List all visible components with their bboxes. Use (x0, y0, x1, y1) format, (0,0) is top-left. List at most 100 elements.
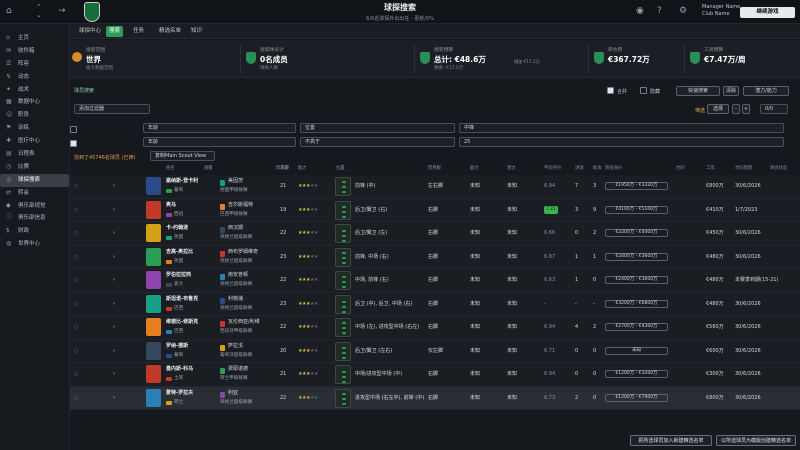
player-name[interactable]: 吉高-奥拉比 (166, 248, 194, 255)
transfer-value-box[interactable]: €2700万 - €4300万 (605, 323, 668, 331)
transfer-value-box[interactable]: €1200万 - €3200万 (605, 370, 668, 378)
row-select-radio[interactable]: ○ (74, 300, 79, 307)
club-crest[interactable] (84, 2, 100, 22)
row-select-radio[interactable]: ○ (74, 206, 79, 213)
sidebar-item[interactable]: ◎ 球探搜索 (0, 173, 69, 187)
notification-icon[interactable]: ◉ (636, 6, 644, 16)
sidebar-item[interactable]: ✉ 收件箱 (0, 45, 69, 58)
row-select-radio[interactable]: ○ (74, 371, 79, 377)
create-shortlist-button[interactable]: 以所选球员为模版创建精选名单 (716, 435, 796, 446)
column-header[interactable]: 能力 (470, 166, 479, 171)
expand-chevron-icon[interactable]: › (113, 277, 115, 283)
column-header[interactable]: 转会状态 (770, 166, 788, 171)
tab[interactable]: 精选名单 (159, 28, 182, 34)
column-header[interactable]: 转会身价 (605, 166, 623, 171)
column-header[interactable]: 平均评分 (544, 166, 562, 171)
table-row[interactable]: ○ › 罗伯拉拉西 意大 南安普顿 英格兰超级联赛 22 ★★★★★ 中场, 前锋 (右) 右脚 未… (70, 269, 800, 293)
column-header[interactable]: 姓名 (166, 166, 175, 171)
position-filter[interactable]: 位置 (300, 123, 455, 133)
club-name[interactable]: 瓦伦西亚/利维 (228, 319, 260, 325)
table-row[interactable]: ○ › 维德比-修斯克 巴西 瓦伦西亚/利维 西班牙甲级联赛 22 ★★★★★ 中场 (左), … (70, 316, 800, 340)
club-name[interactable]: 费耶诺德 (228, 366, 249, 372)
sidebar-item[interactable]: ☺ 职员 (0, 109, 69, 122)
row-select-radio[interactable]: ○ (74, 253, 79, 260)
column-header[interactable]: 俱乐部 (276, 166, 289, 171)
reset-button[interactable]: 清除 (723, 86, 739, 96)
tab[interactable]: 球探中心 (79, 28, 102, 34)
transfer-value-box[interactable]: €3200万 - €6800万 (605, 299, 668, 308)
sidebar-item[interactable]: ◍ 世界中心 (0, 238, 69, 251)
exclude-checkbox[interactable] (640, 87, 647, 94)
column-header[interactable]: 能力 (298, 166, 307, 171)
expand-chevron-icon[interactable]: › (113, 324, 115, 330)
player-name[interactable]: 蒙特-罗拉夫 (166, 389, 194, 396)
transfer-value-box[interactable]: 未知 (605, 346, 668, 355)
player-name[interactable]: 维德比-修斯克 (166, 319, 199, 325)
column-header[interactable]: 工资 (706, 166, 715, 171)
quick-search-button[interactable]: 快速搜索 (676, 86, 720, 96)
add-filter-dropdown[interactable]: 添加过滤器 (74, 104, 150, 114)
row-select-radio[interactable]: ○ (74, 394, 79, 401)
sidebar-item[interactable]: ▦ 数据中心 (0, 96, 69, 109)
ability-dropdown[interactable]: 潜力/能力 (743, 86, 789, 96)
column-header[interactable]: 合同 (676, 166, 685, 171)
chevron-up-icon[interactable]: ⌃ (36, 3, 42, 11)
expand-chevron-icon[interactable]: › (113, 347, 115, 354)
sidebar-item[interactable]: ✦ 战术 (0, 84, 69, 97)
page-next-button[interactable]: + (742, 104, 750, 114)
page-dropdown[interactable]: 0/0 (760, 104, 788, 114)
player-name[interactable]: 卡-约翰逊 (166, 225, 189, 231)
position-value-field[interactable]: 中锋 (459, 123, 784, 133)
filter-row2-checkbox[interactable] (70, 140, 77, 147)
transfer-value-box[interactable]: €4100万 - €5100万 (605, 205, 668, 214)
select-button[interactable]: 选择 (707, 104, 729, 114)
player-name[interactable]: 罗伯拉拉西 (166, 272, 192, 278)
player-name[interactable]: 曼内斯-科马 (166, 366, 194, 372)
column-header[interactable]: 国籍 (204, 166, 213, 171)
settings-gear-icon[interactable]: ⚙ (679, 6, 688, 16)
age-filter[interactable]: 年龄 (143, 123, 296, 133)
tab[interactable]: 知识 (191, 28, 203, 34)
player-name[interactable]: 奥马 (166, 201, 177, 208)
club-name[interactable]: 利亚 (228, 389, 239, 396)
player-name[interactable]: 罗纳-德斯 (166, 342, 189, 349)
row-select-radio[interactable]: ○ (74, 347, 79, 354)
expand-chevron-icon[interactable]: › (113, 371, 115, 377)
continue-button[interactable]: 继续游戏 (740, 7, 795, 18)
include-checkbox[interactable] (607, 87, 614, 94)
table-row[interactable]: ○ › 吉高-奥拉比 英国 西布罗姆维奇 英格兰超级联赛 23 ★★★★★ 前锋, 中场 (右)… (70, 245, 800, 269)
row-select-radio[interactable]: ○ (74, 230, 79, 236)
column-header[interactable]: 助攻 (593, 166, 602, 171)
column-header[interactable]: 位置 (336, 166, 345, 171)
sidebar-item[interactable]: ◷ 比赛 (0, 161, 69, 174)
expand-chevron-icon[interactable]: › (113, 206, 115, 213)
sidebar-item[interactable]: ↯ 动态 (0, 71, 69, 84)
sidebar-item[interactable]: ▤ 日程表 (0, 148, 69, 161)
filter-row-checkbox[interactable] (70, 126, 77, 133)
sidebar-item[interactable]: ✚ 医疗中心 (0, 135, 69, 148)
club-name[interactable]: 萨拉戈 (228, 342, 244, 349)
chevron-down-icon[interactable]: ⌄ (36, 11, 42, 19)
row-select-radio[interactable]: ○ (74, 183, 79, 189)
table-row[interactable]: ○ › 卡-约翰逊 英国 西汉姆 英格兰超级联赛 22 ★★★★★ 后卫/翼卫 (左) 右脚 未知 未… (70, 222, 800, 246)
club-name[interactable]: 利物浦 (228, 295, 244, 302)
player-name[interactable]: 塞纳斯-登卡利 (166, 178, 199, 184)
table-row[interactable]: ○ › 罗纳-德斯 葡萄 萨拉戈 葡萄牙超级联赛 20 ★★★★★ 后卫/翼卫 (左右) 仅左脚 未… (70, 339, 800, 363)
column-header[interactable]: 年龄 (280, 166, 289, 171)
club-name[interactable]: 西布罗姆维奇 (228, 248, 259, 255)
table-row[interactable]: ○ › 塞纳斯-登卡利 葡萄 美因茨 德国甲级联赛 21 ★★★★★ 前锋 (中) 左右脚 未知 未知… (70, 175, 800, 199)
tab[interactable]: 搜索 (106, 26, 124, 37)
transfer-value-box[interactable]: €2200万 - €4400万 (605, 229, 668, 237)
transfer-value-box[interactable]: €2400万 - €3600万 (605, 252, 668, 261)
home-icon[interactable]: ⌂ (6, 6, 12, 16)
manager-info[interactable]: Manager Name Club Name (702, 4, 741, 17)
comparison-filter[interactable]: 不高于 (300, 137, 455, 147)
sidebar-item[interactable]: ⇄ 转会 (0, 187, 69, 200)
sidebar-item[interactable]: ⌂ 主页 (0, 32, 69, 45)
sidebar-item[interactable]: ⚑ 训练 (0, 122, 69, 135)
column-header[interactable]: 潜力 (507, 166, 516, 171)
expand-chevron-icon[interactable]: › (113, 394, 115, 401)
column-header[interactable]: 合同到期 (735, 166, 753, 171)
age-value-field[interactable]: 25 (459, 137, 784, 147)
transfer-value-box[interactable]: €1950万 - €3320万 (605, 182, 668, 190)
